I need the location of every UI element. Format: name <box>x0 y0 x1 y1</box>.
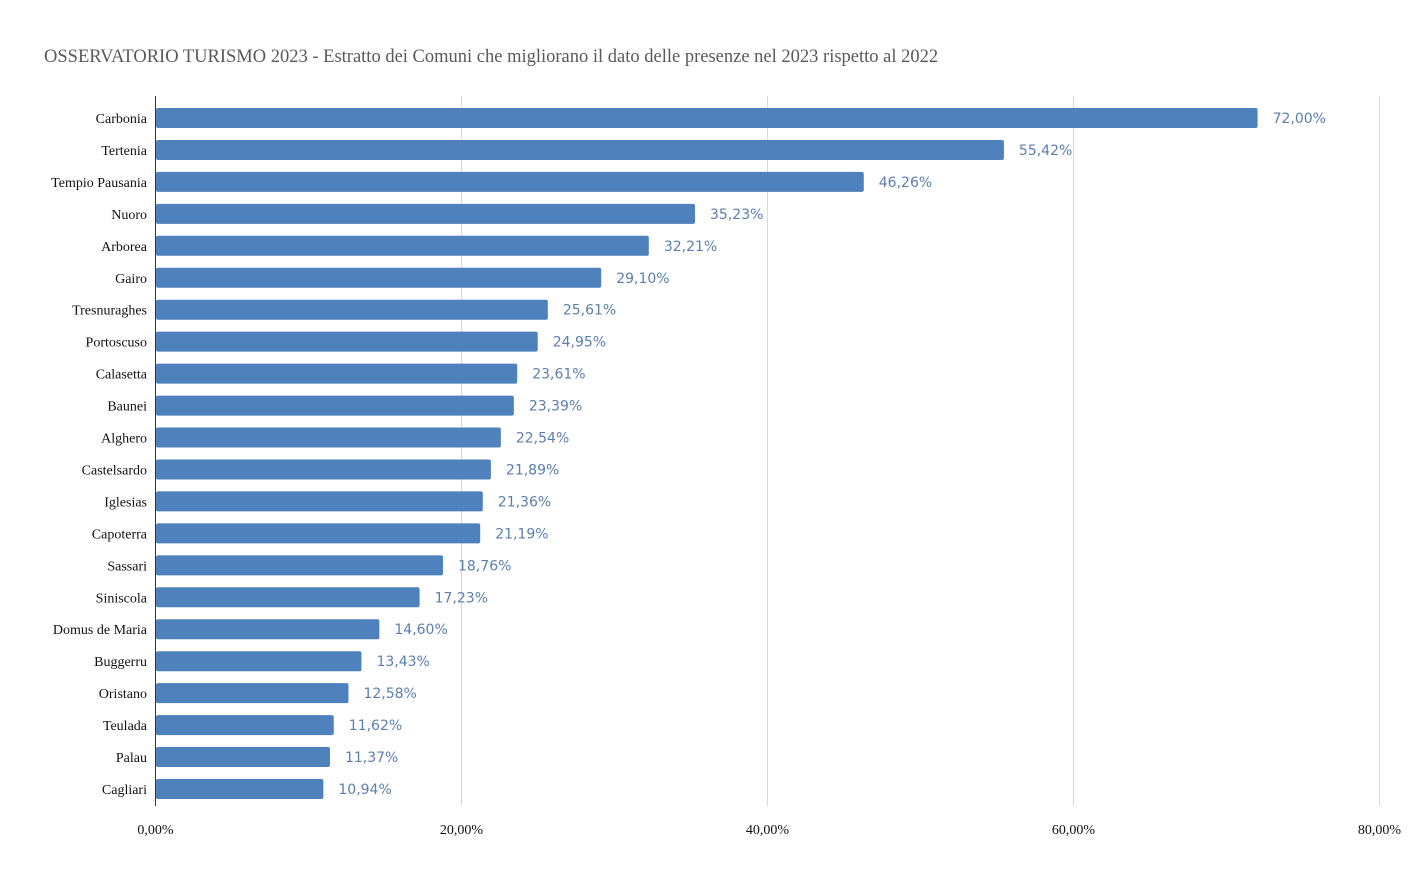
bar <box>156 331 538 352</box>
bar <box>156 395 514 416</box>
category-label: Tempio Pausania <box>51 176 148 191</box>
value-label: 21,89% <box>506 462 559 478</box>
bar <box>156 171 864 192</box>
category-label: Teulada <box>103 719 148 734</box>
value-label: 35,23% <box>710 207 763 223</box>
bar <box>156 267 602 288</box>
bar <box>156 779 324 799</box>
bar <box>156 523 481 544</box>
bar <box>156 715 334 736</box>
bar <box>156 427 501 448</box>
category-label: Calasetta <box>96 368 148 383</box>
category-label: Arborea <box>101 240 148 255</box>
value-label: 55,42% <box>1019 143 1072 159</box>
category-label: Cagliari <box>102 783 147 798</box>
value-label: 29,10% <box>616 271 669 287</box>
value-label: 11,37% <box>345 750 398 766</box>
value-label: 12,58% <box>363 686 416 702</box>
category-label: Nuoro <box>111 208 147 223</box>
value-label: 21,36% <box>498 494 551 510</box>
category-label: Palau <box>116 751 147 766</box>
bar <box>156 363 518 384</box>
category-label: Sassari <box>107 559 147 574</box>
bar <box>156 139 1004 160</box>
bar <box>156 299 548 320</box>
bar <box>156 619 380 640</box>
bar <box>156 587 420 608</box>
bar <box>156 491 483 512</box>
value-label: 46,26% <box>879 175 932 191</box>
x-tick-label: 40,00% <box>746 823 790 838</box>
category-label: Siniscola <box>96 591 148 606</box>
category-label: Buggerru <box>94 655 147 670</box>
category-label: Gairo <box>115 272 147 287</box>
category-label: Portoscuso <box>86 336 147 351</box>
bar <box>156 203 696 224</box>
chart-title: OSSERVATORIO TURISMO 2023 - Estratto dei… <box>44 47 938 67</box>
value-label: 18,76% <box>458 558 511 574</box>
bar <box>156 747 330 768</box>
category-label: Castelsardo <box>82 463 147 478</box>
category-label: Tresnuraghes <box>72 304 147 319</box>
value-label: 21,19% <box>495 526 548 542</box>
x-tick-label: 60,00% <box>1052 823 1096 838</box>
x-tick-label: 80,00% <box>1358 823 1402 838</box>
category-label: Alghero <box>101 432 147 447</box>
bar <box>156 459 491 480</box>
category-label: Domus de Maria <box>53 623 148 638</box>
value-label: 22,54% <box>516 431 569 447</box>
x-tick-label: 0,00% <box>137 823 174 838</box>
value-label: 17,23% <box>435 590 488 606</box>
category-label: Baunei <box>107 400 147 415</box>
bar <box>156 555 444 576</box>
value-label: 11,62% <box>349 718 402 734</box>
value-label: 25,61% <box>563 303 616 319</box>
category-label: Iglesias <box>104 495 147 510</box>
x-tick-label: 20,00% <box>440 823 484 838</box>
value-label: 13,43% <box>376 654 429 670</box>
value-label: 72,00% <box>1273 111 1326 127</box>
category-label: Oristano <box>99 687 147 702</box>
category-label: Carbonia <box>96 112 148 127</box>
value-label: 23,39% <box>529 399 582 415</box>
category-label: Capoterra <box>92 527 148 542</box>
value-label: 23,61% <box>532 367 585 383</box>
bar <box>156 683 349 704</box>
value-label: 32,21% <box>664 239 717 255</box>
bar <box>156 651 362 672</box>
category-label: Tertenia <box>101 144 147 159</box>
value-label: 14,60% <box>394 622 447 638</box>
bar <box>156 235 649 256</box>
bar <box>156 108 1258 128</box>
value-label: 24,95% <box>553 335 606 351</box>
value-label: 10,94% <box>338 782 391 798</box>
